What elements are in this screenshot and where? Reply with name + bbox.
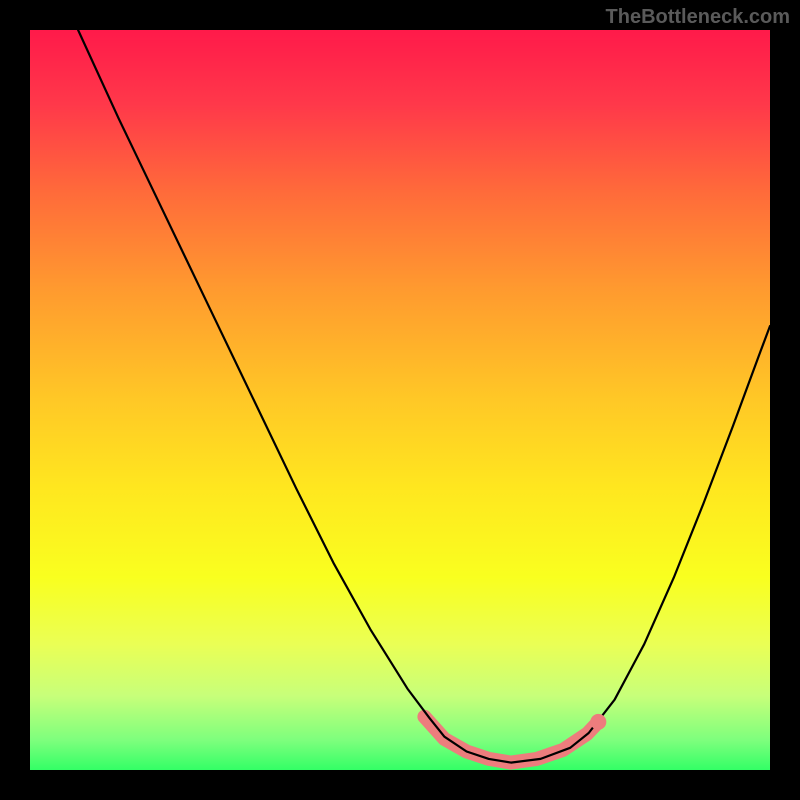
gradient-background [30,30,770,770]
watermark-text: TheBottleneck.com [606,6,790,29]
plot-area [30,30,770,770]
chart-container: { "watermark": { "text": "TheBottleneck.… [0,0,800,800]
